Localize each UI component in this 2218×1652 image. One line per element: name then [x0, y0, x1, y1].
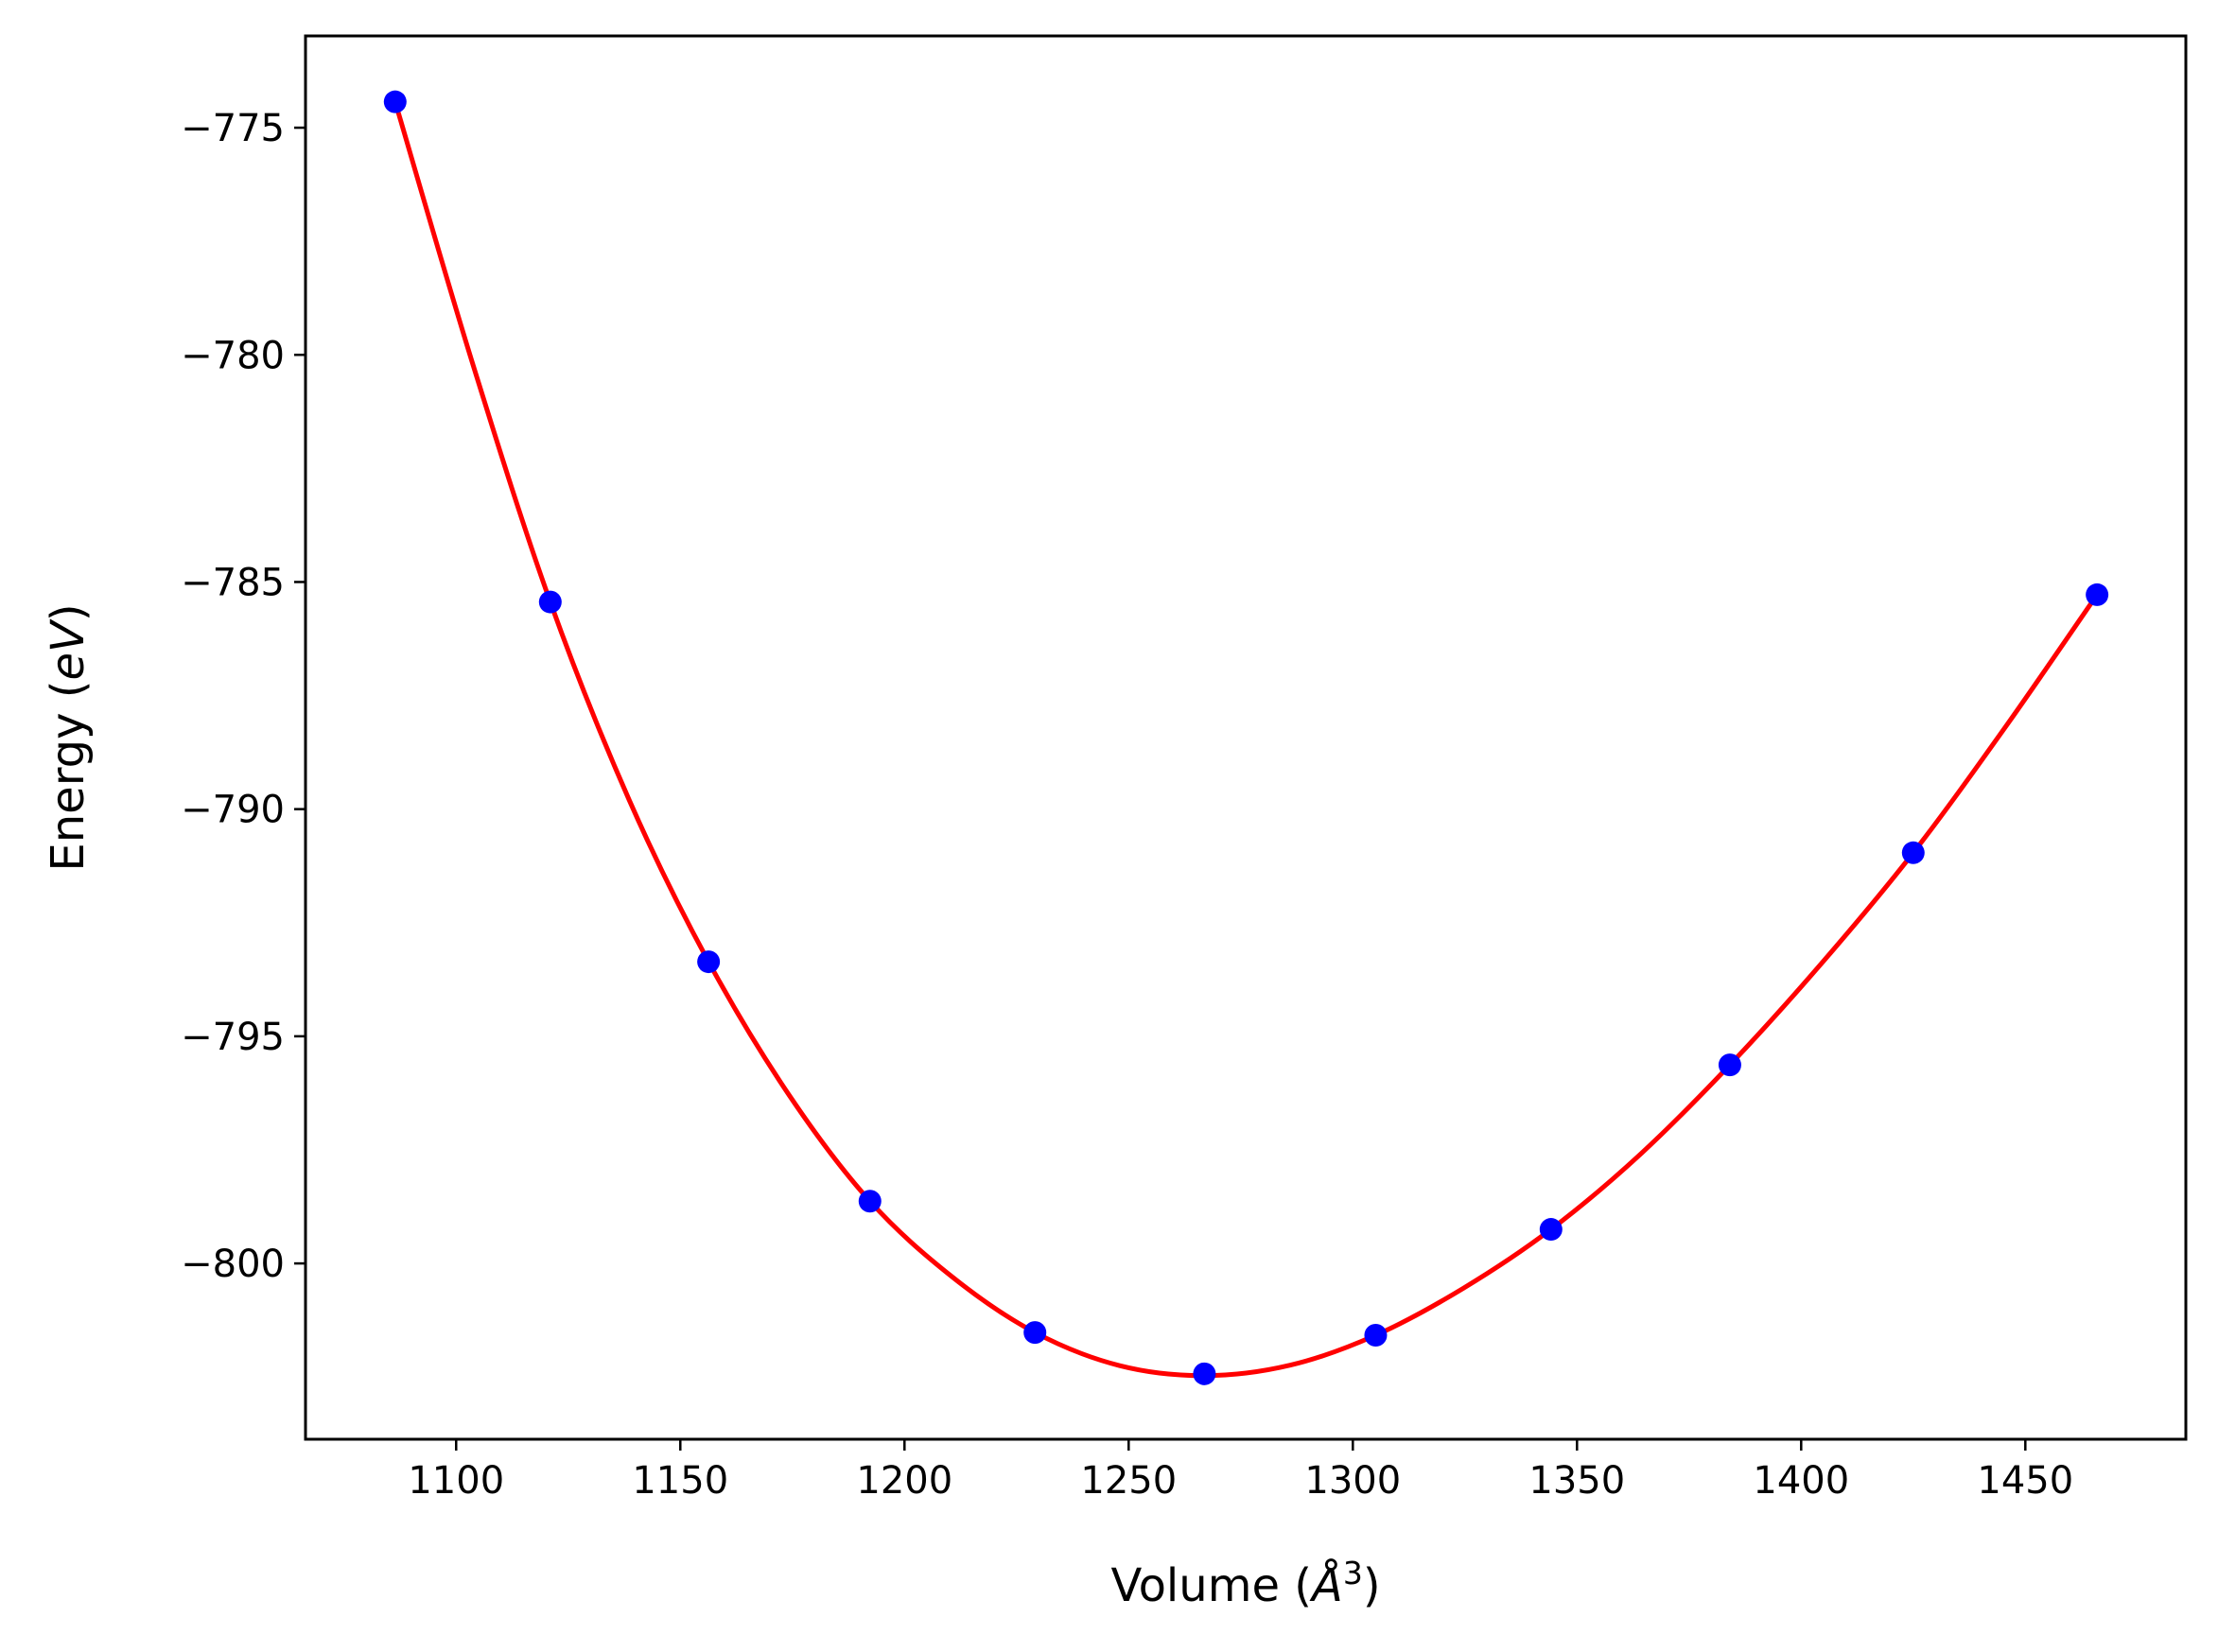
data-point: [2086, 583, 2109, 606]
data-point: [383, 90, 407, 113]
x-tick-label: 1100: [408, 1459, 504, 1503]
data-point: [1193, 1362, 1216, 1385]
x-tick-label: 1450: [1977, 1459, 2073, 1503]
data-point: [697, 950, 721, 974]
data-points-layer: [383, 90, 2109, 1385]
x-tick-label: 1150: [632, 1459, 728, 1503]
x-tick-label: 1350: [1528, 1459, 1625, 1503]
x-tick-label: 1400: [1753, 1459, 1849, 1503]
y-tick-label: −775: [181, 107, 285, 150]
data-point: [1364, 1323, 1388, 1347]
x-tick-label: 1300: [1304, 1459, 1401, 1503]
y-tick-label: −790: [181, 789, 285, 832]
fit-curve: [393, 99, 2100, 1379]
data-point: [1718, 1053, 1741, 1077]
y-tick-label: −800: [181, 1243, 285, 1286]
plot-area: [304, 34, 2188, 1441]
data-point: [538, 590, 562, 614]
data-point: [1023, 1321, 1047, 1345]
x-axis-ticks: 1100 1150 1200 1250 1300 1350 1400 1450: [408, 1439, 2073, 1503]
y-axis-label: Energy (eV): [42, 603, 95, 871]
data-point: [1901, 841, 1925, 864]
y-tick-label: −780: [181, 334, 285, 377]
y-axis-ticks: −775 −780 −785 −790 −795 −800: [181, 107, 306, 1286]
y-tick-label: −785: [181, 561, 285, 604]
data-point: [1539, 1218, 1563, 1242]
x-tick-label: 1250: [1080, 1459, 1177, 1503]
x-axis-label: Volume (Å3): [1110, 1555, 1380, 1612]
fit-curve-layer: [393, 99, 2100, 1379]
data-point: [858, 1190, 882, 1213]
y-tick-label: −795: [181, 1016, 285, 1059]
x-tick-label: 1200: [856, 1459, 952, 1503]
